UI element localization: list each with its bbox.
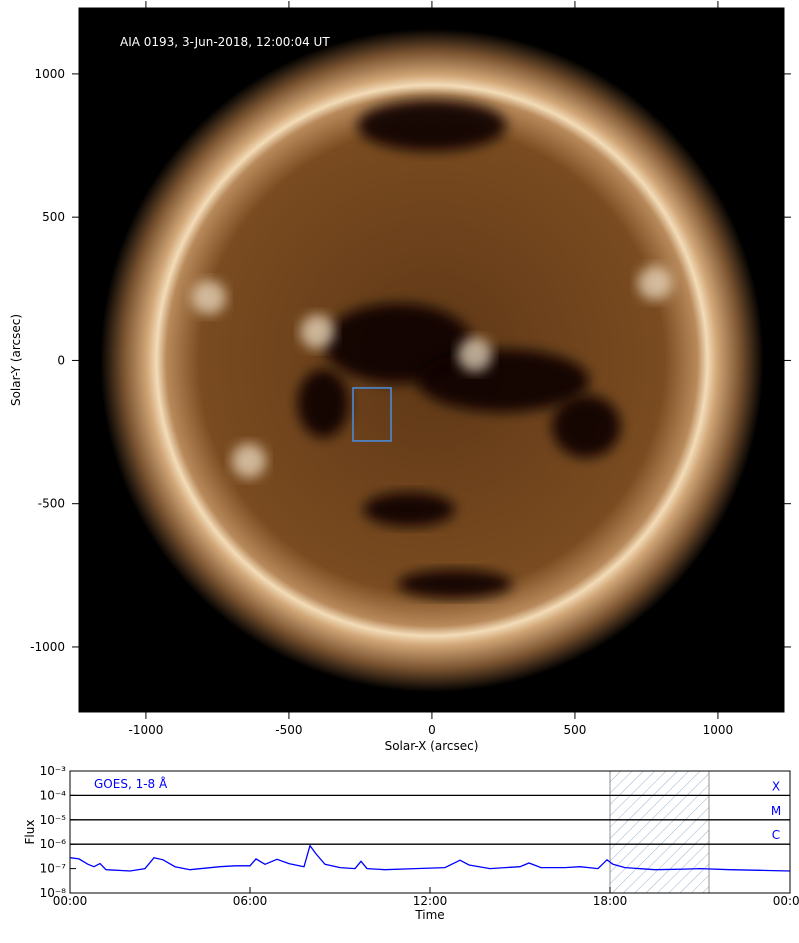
x-tick-label: -500 (275, 723, 302, 737)
x-tick-label: -1000 (128, 723, 163, 737)
y-tick-label: -500 (38, 497, 65, 511)
x-axis-label: Solar-X (arcsec) (385, 739, 479, 753)
y-tick-label: 10⁻⁵ (40, 813, 67, 827)
x-tick-label: 00:00 (53, 894, 88, 908)
coronal-hole (357, 99, 507, 152)
region-box (352, 387, 392, 442)
y-tick-label: 10⁻⁴ (40, 788, 67, 802)
flux-line (69, 844, 791, 872)
y-tick-label: 10⁻⁶ (40, 837, 67, 851)
x-tick-label: 00:00 (773, 894, 799, 908)
bright-region (191, 280, 227, 315)
sun-image (100, 28, 764, 693)
bright-region (300, 314, 335, 349)
coronal-hole (397, 569, 513, 599)
y-tick-label: 10⁻⁸ (40, 886, 67, 900)
x-tick-label: 0 (428, 723, 436, 737)
y-axis-label: Solar-Y (arcsec) (9, 314, 23, 406)
x-tick-label: 18:00 (593, 894, 628, 908)
x-tick-label: 06:00 (233, 894, 268, 908)
y-axis-label: Flux (23, 820, 37, 845)
x-tick-label: 500 (563, 723, 586, 737)
class-label: X (772, 779, 780, 793)
image-title: AIA 0193, 3-Jun-2018, 12:00:04 UT (120, 35, 330, 49)
class-label: C (772, 828, 780, 842)
y-tick-label: 1000 (34, 67, 65, 81)
x-axis-label: Time (414, 908, 444, 922)
y-tick-label: 500 (42, 210, 65, 224)
class-label: M (771, 804, 781, 818)
y-tick-label: -1000 (30, 640, 65, 654)
y-tick-label: 0 (57, 353, 65, 367)
coronal-hole (417, 349, 590, 412)
bright-region (637, 265, 673, 301)
legend-label: GOES, 1-8 Å (94, 776, 168, 791)
y-tick-label: 10⁻³ (40, 764, 67, 778)
x-tick-label: 1000 (703, 723, 734, 737)
shaded-range (609, 770, 710, 894)
bright-region (231, 443, 267, 478)
coronal-hole (552, 394, 621, 458)
bright-region (457, 337, 492, 372)
y-tick-label: 10⁻⁷ (40, 862, 67, 876)
coronal-hole (363, 492, 455, 527)
coronal-hole (297, 369, 349, 438)
x-tick-label: 12:00 (413, 894, 448, 908)
